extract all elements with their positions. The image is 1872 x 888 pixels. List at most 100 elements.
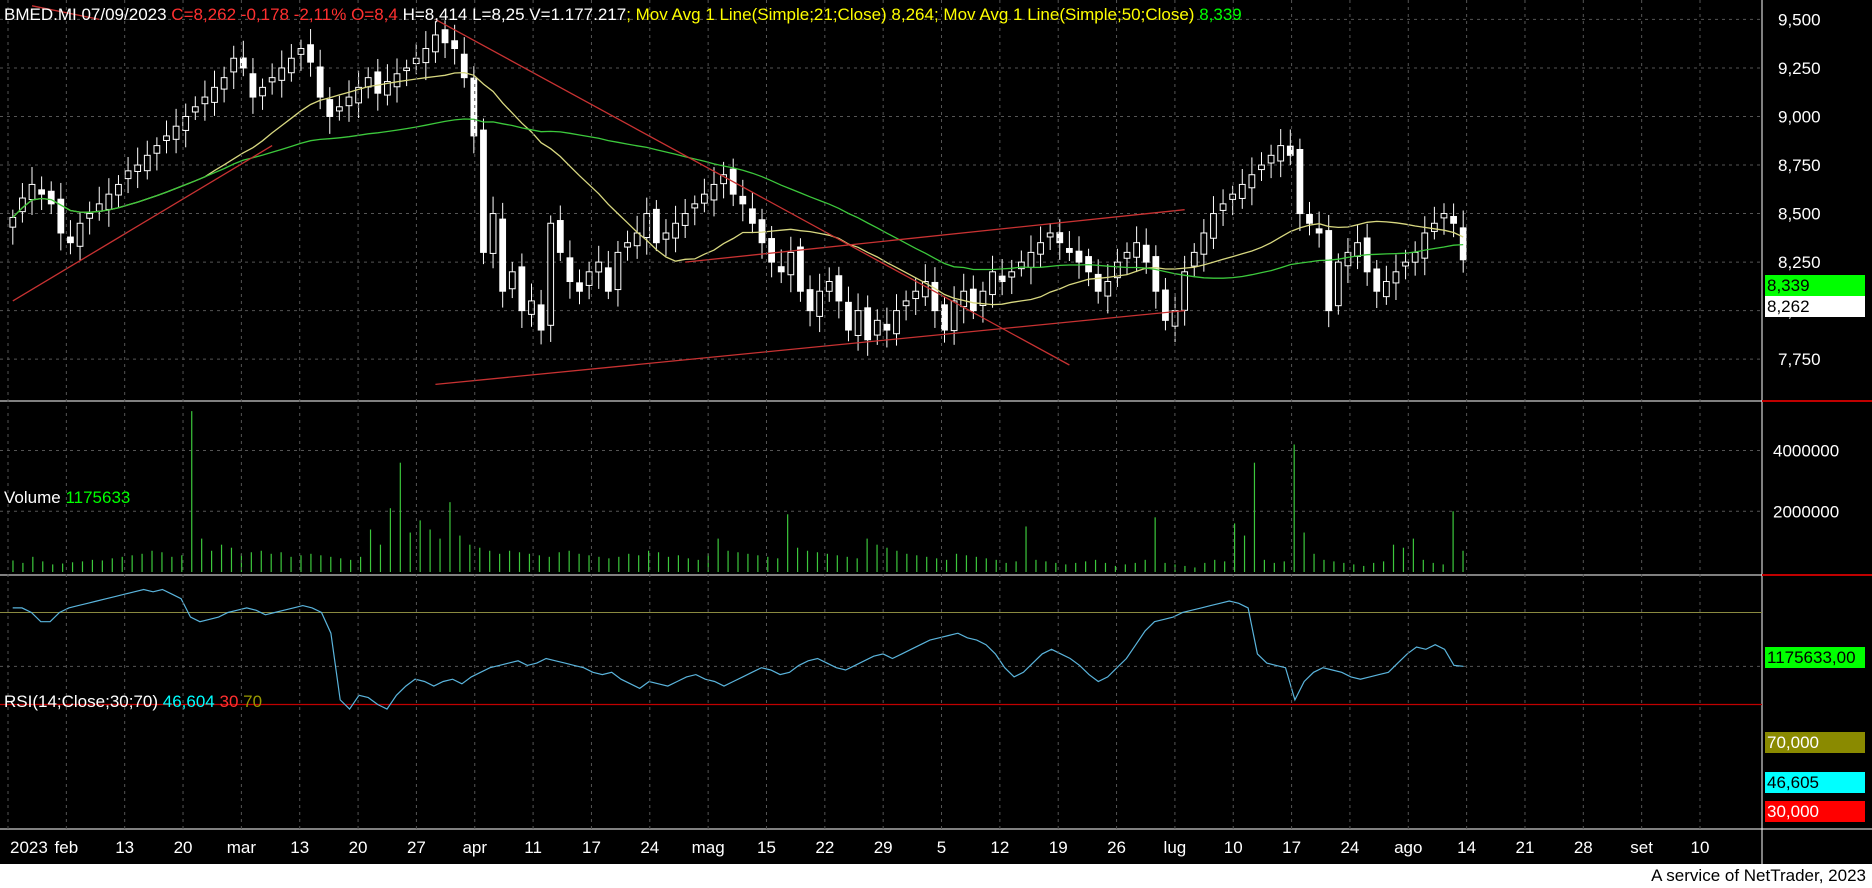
x-tick-14: 22 xyxy=(815,838,834,857)
candle-body-33 xyxy=(326,99,334,117)
ma21-value: 8,264 xyxy=(891,5,934,24)
candle-body-143 xyxy=(1382,281,1390,298)
candle-body-96 xyxy=(931,281,939,312)
x-tick-16: 5 xyxy=(937,838,946,857)
candle-body-12 xyxy=(124,170,132,180)
candle-body-144 xyxy=(1392,271,1400,284)
candle-body-26 xyxy=(259,86,266,97)
candle-body-73 xyxy=(710,183,718,201)
candle-body-5 xyxy=(57,198,65,234)
x-tick-10: 17 xyxy=(582,838,601,857)
x-tick-13: 15 xyxy=(757,838,776,857)
price-tick-7: 7,750 xyxy=(1778,350,1821,369)
candle-body-62 xyxy=(604,267,612,292)
x-tick-1: feb xyxy=(55,838,79,857)
price-tick-2: 9,000 xyxy=(1778,107,1821,126)
candle-body-8 xyxy=(86,213,94,219)
open-label: O=8,4 xyxy=(351,5,398,24)
candle-body-48 xyxy=(470,77,478,137)
candle-body-45 xyxy=(441,29,449,44)
trendline-resistance xyxy=(435,18,1070,366)
trendline-support-1 xyxy=(12,145,273,302)
candle-body-52 xyxy=(508,271,516,290)
candle-body-108 xyxy=(1046,232,1054,238)
x-tick-4: mar xyxy=(227,838,257,857)
candle-body-83 xyxy=(806,289,814,312)
low-label: L=8,25 xyxy=(472,5,525,24)
candle-body-43 xyxy=(422,48,430,64)
candle-body-138 xyxy=(1334,261,1342,307)
volume-title: Volume xyxy=(4,488,61,507)
x-tick-18: 19 xyxy=(1049,838,1068,857)
chart-svg: 9,5009,2509,0008,7508,5008,2508,0007,750… xyxy=(0,0,1872,864)
candle-body-128 xyxy=(1238,183,1246,199)
candle-body-64 xyxy=(624,242,631,248)
candle-body-29 xyxy=(287,57,295,74)
date-label: 07/09/2023 xyxy=(81,5,167,24)
candle-body-58 xyxy=(566,257,574,283)
candle-body-125 xyxy=(1210,213,1217,239)
candle-body-102 xyxy=(989,271,996,296)
candle-body-106 xyxy=(1027,251,1035,268)
candle-body-110 xyxy=(1066,247,1073,253)
ma21-label: ; Mov Avg 1 Line(Simple;21;Close) xyxy=(626,5,887,24)
candle-body-129 xyxy=(1248,174,1256,189)
candle-body-41 xyxy=(403,67,411,72)
chart-area: 9,5009,2509,0008,7508,5008,2508,0007,750… xyxy=(0,0,1872,864)
candle-body-42 xyxy=(412,57,420,65)
candle-body-87 xyxy=(845,301,852,331)
candle-body-142 xyxy=(1373,268,1381,292)
x-tick-2: 13 xyxy=(115,838,134,857)
x-tick-15: 29 xyxy=(874,838,893,857)
candle-body-59 xyxy=(576,282,583,292)
candle-body-38 xyxy=(374,71,382,94)
candle-body-151 xyxy=(1459,227,1467,261)
candle-body-91 xyxy=(883,323,891,331)
candle-body-19 xyxy=(191,106,199,113)
candle-body-67 xyxy=(652,208,660,244)
candle-body-86 xyxy=(835,275,843,302)
volume-tag: 1175633,00 xyxy=(1765,647,1865,668)
candle-body-95 xyxy=(921,281,929,298)
candle-body-118 xyxy=(1142,244,1150,263)
price-header: BMED.MI 07/09/2023 C=8,262 -0,178 -2,11%… xyxy=(4,5,1242,25)
candle-body-111 xyxy=(1075,250,1083,263)
ma50-label: ; Mov Avg 1 Line(Simple;50;Close) xyxy=(933,5,1195,24)
candle-body-104 xyxy=(1008,271,1016,278)
candle-body-31 xyxy=(307,44,314,63)
candle-body-60 xyxy=(585,271,593,286)
price-tick-4: 8,500 xyxy=(1778,205,1821,224)
x-tick-25: 14 xyxy=(1457,838,1476,857)
x-tick-12: mag xyxy=(692,838,725,857)
candle-body-82 xyxy=(797,246,804,292)
candle-body-80 xyxy=(777,266,785,273)
candle-body-55 xyxy=(537,304,545,331)
rsi-low-level: 30 xyxy=(219,692,239,711)
ma50-tag: 8,339 xyxy=(1765,275,1865,296)
x-tick-6: 20 xyxy=(349,838,368,857)
candle-body-131 xyxy=(1267,154,1275,164)
candle-body-20 xyxy=(201,96,209,105)
candle-body-27 xyxy=(268,77,276,83)
price-tick-5: 8,250 xyxy=(1778,253,1821,272)
x-tick-29: 10 xyxy=(1691,838,1710,857)
candle-body-78 xyxy=(758,219,766,244)
candle-body-85 xyxy=(825,281,833,292)
candle-body-98 xyxy=(950,300,958,332)
candle-body-66 xyxy=(643,213,651,239)
candle-body-54 xyxy=(528,300,535,315)
candle-body-115 xyxy=(1114,261,1121,279)
candle-body-97 xyxy=(941,304,948,331)
x-tick-9: 11 xyxy=(524,838,542,857)
candle-body-89 xyxy=(864,307,872,341)
candle-body-68 xyxy=(662,232,670,240)
rsi30-tag: 30,000 xyxy=(1765,801,1865,822)
candle-body-99 xyxy=(960,290,968,308)
candle-body-92 xyxy=(893,310,900,335)
change-pct-label: -2,11% xyxy=(293,5,347,24)
candle-body-146 xyxy=(1411,251,1419,263)
candle-body-3 xyxy=(38,189,46,195)
candle-body-100 xyxy=(969,288,977,312)
candle-body-93 xyxy=(902,300,910,307)
candle-body-22 xyxy=(220,77,228,90)
